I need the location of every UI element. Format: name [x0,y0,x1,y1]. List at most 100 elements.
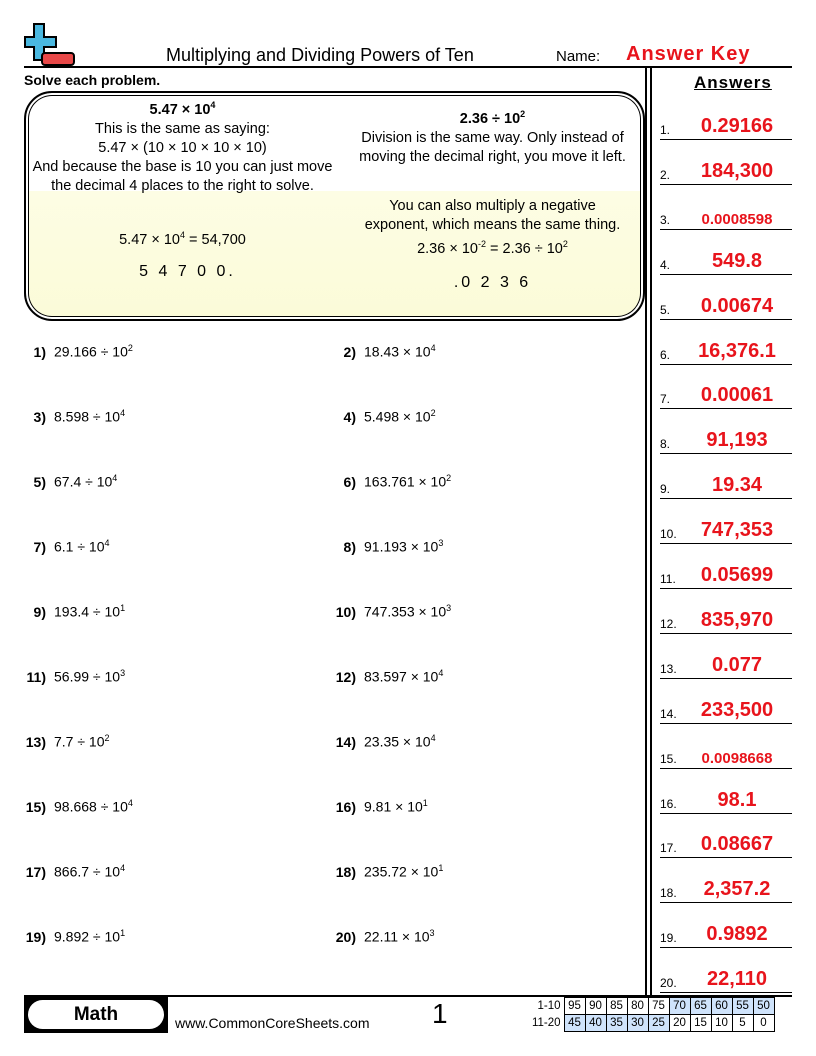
answer-value: 0.9892 [706,923,768,946]
score-row-label: 11-20 [531,1017,561,1029]
problem-item: 18) 235.72 × 101 [330,863,444,880]
exponent: 4 [120,408,126,418]
problem-number: 11) [26,668,46,685]
problem-expression: 29.166 ÷ 10 [54,343,128,360]
exponent: 4 [127,798,133,808]
problem-item: 19) 9.892 ÷ 101 [20,928,125,945]
problem-number: 3) [33,408,46,425]
problem-expression: 235.72 × 10 [364,863,439,880]
exponent: 4 [179,229,185,240]
example-equation: 2.36 × 10 [417,240,478,257]
example-equation: = 2.36 ÷ 10 [485,240,563,257]
score-cell: 0 [752,1014,775,1032]
answer-value: 0.08667 [700,833,774,856]
problem-expression: 91.193 × 10 [364,538,439,555]
problem-expression: 9.81 × 10 [364,798,423,815]
problem-item: 17) 866.7 ÷ 104 [20,863,125,880]
score-table: 1-10 95 90 85 80 75 70 65 60 55 50 11-20 45 40 35 30 25 2… [528,997,775,1032]
score-cell: 30 [626,1014,649,1032]
problem-number: 20) [335,928,356,945]
answer-line: 6. 16,376.1 [660,335,792,365]
exponent: 2 [127,343,133,353]
problem-number: 18) [335,863,356,880]
problem-number: 2) [343,343,356,360]
example-text: Division is the same way. Only instead o… [359,129,626,165]
instructions: Solve each problem. [24,72,161,88]
answer-line: 10. 747,353 [660,514,792,545]
answer-value: 0.29166 [700,115,774,137]
score-cell: 10 [710,1014,733,1032]
answer-value: 0.00674 [700,294,774,317]
answer-line: 13. 0.077 [660,649,792,679]
score-cell: 50 [752,997,775,1015]
problem-expression: 193.4 ÷ 10 [54,603,121,620]
problem-number: 7) [33,538,46,555]
answer-line: 4. 549.8 [660,245,792,275]
name-value: Answer Key [626,43,751,65]
score-row-label: 1-10 [537,1000,561,1012]
example-left: 5.47 × 104 This is the same as saying: 5… [30,96,335,281]
exponent: 3 [120,668,126,678]
answer-line: 5. 0.00674 [660,290,792,320]
problem-expression: 5.498 × 10 [364,408,431,425]
problem-item: 4) 5.498 × 102 [330,408,436,425]
score-cell: 15 [689,1014,712,1032]
score-cell: 20 [668,1014,691,1032]
score-cell: 65 [689,997,712,1015]
exponent: 4 [112,473,118,483]
exponent: 3 [446,603,452,613]
problem-number: 19) [25,928,46,945]
exponent: 1 [422,798,428,808]
plus-minus-logo [24,23,75,66]
score-cell: 80 [626,997,649,1015]
answers-heading: Answers [694,73,772,92]
answer-number: 16. [660,796,677,811]
problem-item: 14) 23.35 × 104 [330,733,436,750]
problem-item: 13) 7.7 ÷ 102 [20,733,110,750]
problem-expression: 866.7 ÷ 10 [54,863,121,880]
answer-line: 17. 0.08667 [660,828,792,859]
answer-number: 14. [660,706,677,721]
answer-value: 19.34 [711,474,763,497]
answer-value: 0.05699 [700,564,774,586]
problem-number: 16) [335,798,356,815]
answer-number: 19. [660,931,677,946]
divider [24,995,792,997]
answer-line: 3. 0.0008598 [660,200,792,230]
example-right: 2.36 ÷ 102 Division is the same way. Onl… [340,105,645,292]
answer-number: 13. [660,661,677,676]
answer-value: 0.0098668 [701,749,773,767]
site-link[interactable]: www.CommonCoreSheets.com [175,1015,370,1031]
problem-number: 9) [33,603,46,620]
subject-label: Math [28,1000,164,1029]
problem-number: 1) [33,343,46,360]
exponent: 3 [438,538,444,548]
example-box [24,91,645,321]
score-cell: 55 [731,997,754,1015]
problem-expression: 9.892 ÷ 10 [54,928,121,945]
score-cell: 25 [647,1014,670,1032]
answer-number: 10. [660,527,677,542]
score-cell: 90 [584,997,607,1015]
exponent: 1 [120,603,126,613]
problem-item: 20) 22.11 × 103 [330,928,435,945]
answer-number: 20. [660,976,677,991]
answer-number: 5. [660,302,671,317]
problem-expression: 7.7 ÷ 10 [54,733,105,750]
answer-number: 15. [660,751,677,766]
answer-value: 549.8 [711,249,763,272]
answer-value: 98.1 [717,788,757,811]
problem-number: 10) [335,603,356,620]
answer-line: 11. 0.05699 [660,559,792,589]
problem-expression: 22.11 × 10 [364,928,430,945]
answer-line: 1. 0.29166 [660,110,792,140]
score-cell: 85 [605,997,628,1015]
answer-line: 16. 98.1 [660,784,792,814]
problem-item: 3) 8.598 ÷ 104 [20,408,126,425]
example-text: You can also multiply a negative exponen… [364,197,621,233]
page-number: 1 [432,998,448,1029]
exponent: 4 [430,343,436,353]
problem-item: 10) 747.353 × 103 [330,603,451,620]
score-cell: 5 [731,1014,754,1032]
problem-item: 1) 29.166 ÷ 102 [20,343,133,360]
